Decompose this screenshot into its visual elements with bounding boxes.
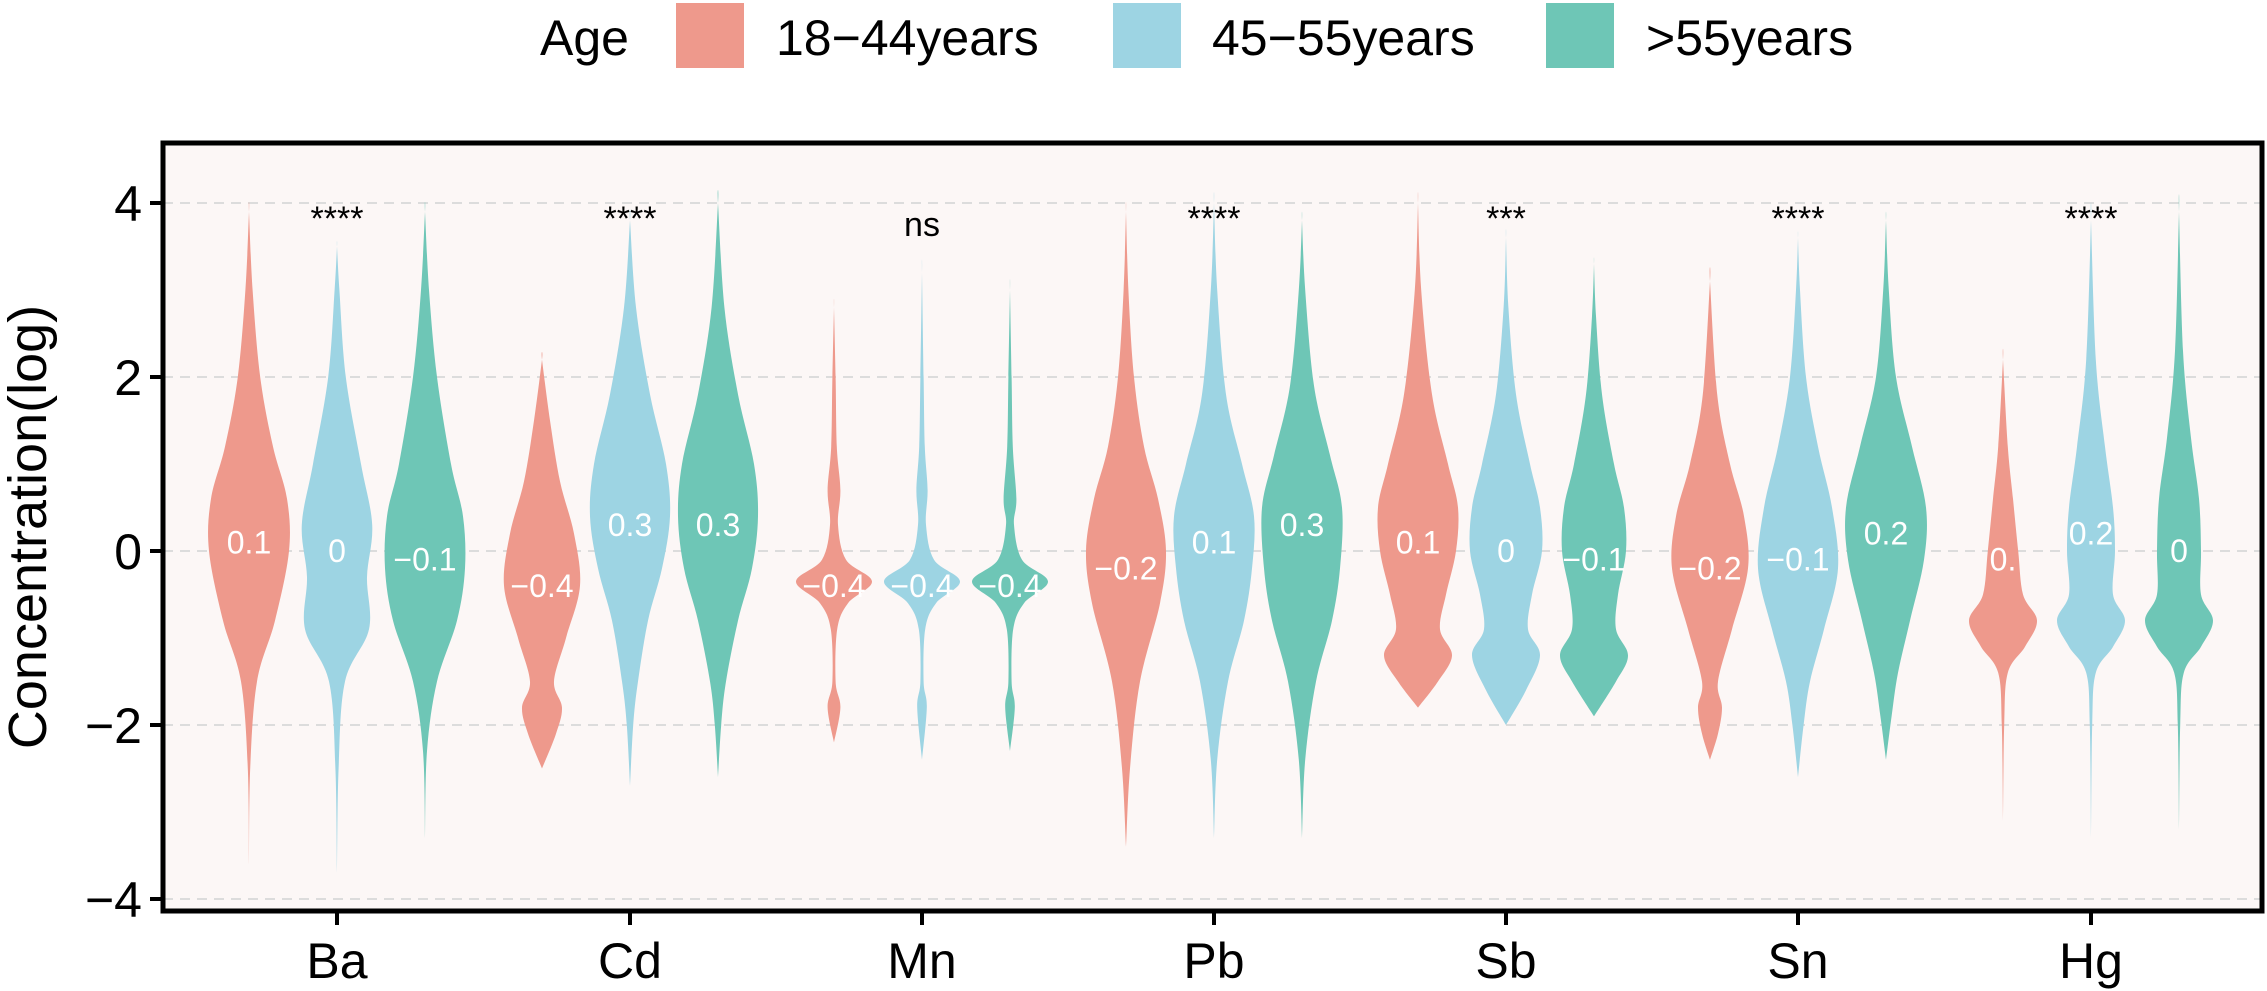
violin-cd-0 <box>503 352 581 769</box>
violin-ba-1 <box>301 241 373 873</box>
median-label: 0 <box>1497 533 1515 569</box>
median-label: 0 <box>328 533 346 569</box>
violin-ba-0 <box>208 201 290 865</box>
significance-label: **** <box>604 200 657 238</box>
y-tick-label: 2 <box>114 350 142 406</box>
violin-mn-1 <box>883 259 961 760</box>
median-label: 0 <box>2170 533 2188 569</box>
median-label: −0.1 <box>1562 542 1625 578</box>
violin-pb-2 <box>1261 211 1343 839</box>
violin-sn-0 <box>1671 267 1749 760</box>
legend-title: Age <box>540 10 629 66</box>
median-label: 0.3 <box>608 507 652 543</box>
median-labels: 0.1 0 −0.1 −0.4 0.3 0.3 −0.4 −0.4 −0.4 −0.2 0.1 0.3… <box>227 507 2188 604</box>
violin-cd-1 <box>589 209 671 786</box>
y-axis: −4 −2 0 2 4 <box>85 176 163 928</box>
median-label: 0. <box>1990 542 2017 578</box>
significance-labels: **** **** ns **** *** **** **** <box>311 200 2118 244</box>
median-label: −0.4 <box>510 568 573 604</box>
median-label: 0.1 <box>1396 524 1440 560</box>
median-label: −0.1 <box>1766 542 1829 578</box>
legend-swatch-45-55 <box>1113 3 1181 68</box>
violin-ba-2 <box>384 201 466 839</box>
violin-hg-1 <box>2057 203 2125 839</box>
violin-sn-2 <box>1845 211 1927 760</box>
violin-sb-0 <box>1377 192 1459 708</box>
significance-label: **** <box>311 200 364 238</box>
median-label: −0.4 <box>802 568 865 604</box>
violin-sn-1 <box>1757 231 1839 778</box>
x-axis: Ba Cd Mn Pb Sb Sn Hg <box>306 911 2123 989</box>
median-label: −0.2 <box>1678 550 1741 586</box>
y-tick-label: −2 <box>85 698 142 754</box>
median-label: 0.1 <box>227 524 271 560</box>
y-tick-label: 0 <box>114 524 142 580</box>
median-label: −0.2 <box>1094 550 1157 586</box>
legend-label-45-55: 45−55years <box>1212 10 1475 66</box>
violin-pb-0 <box>1085 201 1167 847</box>
violin-mn-2 <box>971 279 1049 752</box>
median-label: 0.2 <box>1864 516 1908 552</box>
median-label: −0.1 <box>393 542 456 578</box>
median-label: −0.4 <box>890 568 953 604</box>
x-tick-label: Ba <box>306 933 367 989</box>
violin-hg-0 <box>1968 348 2038 821</box>
violin-sb-2 <box>1560 257 1628 717</box>
median-label: 0.2 <box>2069 516 2113 552</box>
significance-label: **** <box>2065 200 2118 238</box>
significance-label: ns <box>904 206 940 244</box>
median-label: −0.4 <box>978 568 1041 604</box>
significance-label: **** <box>1772 200 1825 238</box>
violins <box>208 189 2213 873</box>
legend-swatch-over-55 <box>1546 3 1614 68</box>
violin-sb-1 <box>1469 229 1543 725</box>
median-label: 0.3 <box>1280 507 1324 543</box>
x-tick-label: Mn <box>887 933 956 989</box>
x-tick-label: Pb <box>1183 933 1244 989</box>
legend: Age 18−44years 45−55years >55years <box>540 3 1853 68</box>
x-tick-label: Sb <box>1475 933 1536 989</box>
median-label: 0.3 <box>696 507 740 543</box>
violin-cd-2 <box>677 189 759 778</box>
significance-label: **** <box>1188 200 1241 238</box>
legend-swatch-18-44 <box>676 3 744 68</box>
significance-label: *** <box>1486 200 1526 238</box>
violin-pb-1 <box>1173 192 1255 839</box>
x-tick-label: Hg <box>2059 933 2123 989</box>
legend-label-over-55: >55years <box>1646 10 1853 66</box>
y-tick-label: 4 <box>114 176 142 232</box>
legend-label-18-44: 18−44years <box>776 10 1039 66</box>
y-axis-title: Concentration(log) <box>0 305 58 749</box>
median-label: 0.1 <box>1192 524 1236 560</box>
violin-mn-0 <box>795 298 873 743</box>
x-tick-label: Cd <box>598 933 662 989</box>
violin-hg-2 <box>2145 194 2213 830</box>
y-tick-label: −4 <box>85 872 142 928</box>
x-tick-label: Sn <box>1767 933 1828 989</box>
